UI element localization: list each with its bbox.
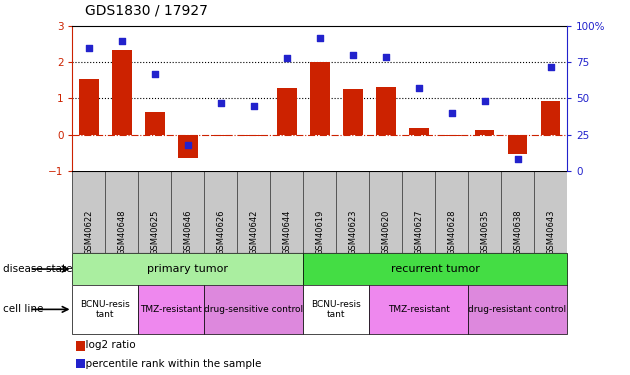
Bar — [369, 285, 468, 334]
Bar — [310, 62, 329, 135]
Text: recurrent tumor: recurrent tumor — [391, 264, 479, 274]
Text: log2 ratio: log2 ratio — [79, 340, 135, 350]
Bar — [112, 50, 132, 135]
Point — [381, 54, 391, 60]
Bar — [343, 89, 363, 135]
Bar — [145, 112, 165, 135]
Bar — [76, 359, 85, 368]
Text: BCNU-resis
tant: BCNU-resis tant — [311, 300, 361, 319]
Point — [117, 38, 127, 44]
Text: GDS1830 / 17927: GDS1830 / 17927 — [85, 4, 208, 18]
Point — [348, 52, 358, 58]
Bar — [244, 135, 264, 136]
Bar — [211, 135, 231, 136]
Bar — [76, 341, 85, 351]
Point — [150, 71, 160, 77]
Text: drug-sensitive control: drug-sensitive control — [204, 305, 304, 314]
Point — [413, 86, 423, 92]
Bar — [178, 135, 198, 158]
Bar — [204, 285, 303, 334]
Bar — [139, 285, 204, 334]
Point — [447, 110, 457, 116]
Point — [249, 103, 259, 109]
Text: BCNU-resis
tant: BCNU-resis tant — [81, 300, 130, 319]
Text: drug-resistant control: drug-resistant control — [469, 305, 566, 314]
Point — [479, 98, 490, 104]
Text: primary tumor: primary tumor — [147, 264, 228, 274]
Bar — [79, 79, 99, 135]
Text: cell line: cell line — [3, 304, 43, 314]
Text: TMZ-resistant: TMZ-resistant — [387, 305, 450, 314]
Bar — [409, 128, 428, 135]
Bar — [541, 101, 561, 135]
Point — [84, 45, 94, 51]
Point — [546, 64, 556, 70]
Bar — [277, 88, 297, 135]
Text: percentile rank within the sample: percentile rank within the sample — [79, 359, 261, 369]
Bar — [468, 285, 567, 334]
Point — [513, 156, 523, 162]
Bar — [303, 253, 567, 285]
Point — [183, 142, 193, 148]
Bar — [508, 135, 527, 154]
Bar — [303, 285, 369, 334]
Point — [315, 35, 325, 41]
Text: disease state: disease state — [3, 264, 72, 274]
Point — [282, 55, 292, 61]
Bar — [442, 135, 462, 136]
Bar — [72, 253, 303, 285]
Bar — [375, 87, 396, 135]
Bar — [72, 285, 139, 334]
Point — [215, 100, 226, 106]
Text: TMZ-resistant: TMZ-resistant — [140, 305, 202, 314]
Bar — [474, 130, 495, 135]
